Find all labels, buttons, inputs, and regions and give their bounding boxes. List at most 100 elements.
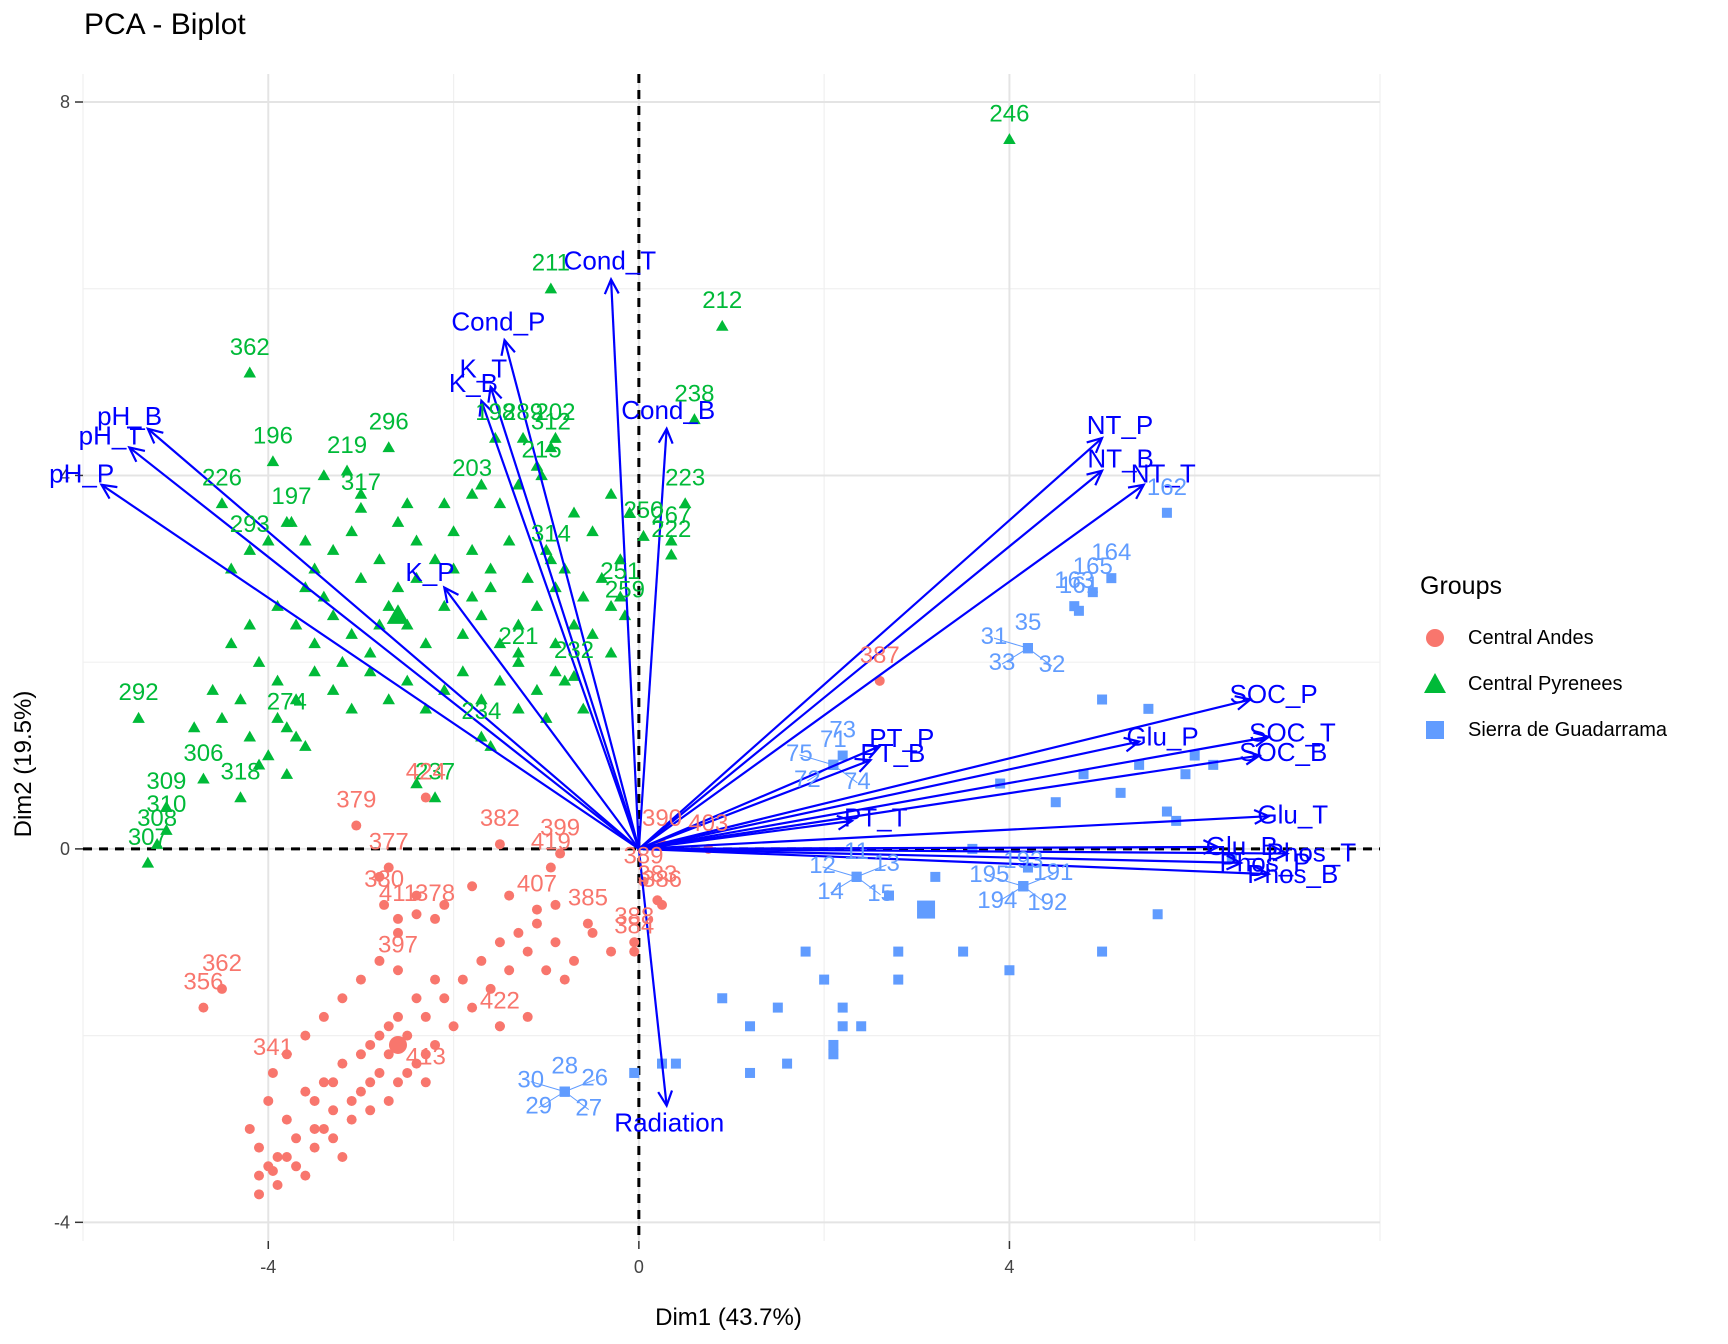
data-point xyxy=(604,646,618,658)
data-point xyxy=(893,974,904,985)
point-label: 15 xyxy=(867,880,894,907)
point-label: 31 xyxy=(981,623,1008,650)
data-point xyxy=(326,683,340,695)
loading-arrow xyxy=(147,427,640,850)
data-point xyxy=(345,702,358,714)
data-point xyxy=(252,655,266,667)
data-point xyxy=(629,946,640,957)
data-point xyxy=(504,890,515,901)
variable-label: SOC_P xyxy=(1230,679,1318,709)
data-point xyxy=(345,525,358,537)
data-point xyxy=(535,469,548,481)
data-point xyxy=(485,983,496,994)
data-point xyxy=(670,1058,681,1069)
point-label: 161 xyxy=(1059,572,1099,599)
data-point xyxy=(456,627,470,639)
point-label: 26 xyxy=(581,1065,608,1092)
data-point xyxy=(374,955,385,966)
label-connector xyxy=(989,875,1024,887)
data-point xyxy=(354,501,368,513)
arrowhead xyxy=(836,814,855,831)
point-label: 306 xyxy=(183,740,223,767)
data-point xyxy=(772,1002,783,1013)
data-point xyxy=(476,955,487,966)
data-point xyxy=(392,965,403,976)
point-label: 29 xyxy=(525,1093,552,1120)
point-label: 33 xyxy=(989,649,1016,676)
x-tick-label: 4 xyxy=(1004,1257,1014,1277)
data-point xyxy=(308,637,321,649)
data-point xyxy=(930,871,941,882)
data-point xyxy=(391,515,405,527)
data-point xyxy=(215,497,229,509)
arrowhead xyxy=(500,337,516,356)
data-point xyxy=(215,711,229,723)
data-point xyxy=(244,1123,255,1134)
label-connector xyxy=(564,1079,595,1093)
data-point xyxy=(549,665,562,677)
data-point xyxy=(467,1002,478,1013)
data-point xyxy=(262,749,275,761)
data-point xyxy=(448,1021,459,1032)
loading-arrow xyxy=(609,279,640,849)
data-point xyxy=(363,646,377,658)
data-point xyxy=(280,721,294,733)
point-label: 377 xyxy=(369,829,409,856)
point-label: 226 xyxy=(202,464,242,491)
data-point xyxy=(234,693,247,705)
point-label: 27 xyxy=(575,1095,602,1122)
variable-label: NT_T xyxy=(1131,458,1196,488)
data-point xyxy=(782,1058,793,1069)
data-point xyxy=(544,282,558,294)
point-label: 12 xyxy=(809,852,836,879)
data-point xyxy=(326,609,340,621)
data-point xyxy=(420,1049,431,1060)
data-point xyxy=(1022,862,1033,873)
data-point xyxy=(494,839,505,850)
data-point xyxy=(545,862,556,873)
data-point xyxy=(291,1133,302,1144)
point-label: 274 xyxy=(267,689,307,716)
x-axis-label: Dim1 (43.7%) xyxy=(655,1304,802,1331)
data-point xyxy=(263,1095,274,1106)
data-point xyxy=(271,711,284,723)
label-connector xyxy=(997,885,1024,903)
data-point xyxy=(513,927,524,938)
legend-item-central-andes: Central Andes xyxy=(1420,615,1667,661)
data-point xyxy=(665,534,678,546)
legend-item-sierra-de-guadarrama: Sierra de Guadarrama xyxy=(1420,707,1667,753)
data-point xyxy=(383,1095,394,1106)
data-point xyxy=(243,730,257,742)
point-label: 222 xyxy=(651,516,691,543)
data-point xyxy=(354,571,368,583)
loading-arrow xyxy=(638,815,1269,850)
loading-arrow xyxy=(128,446,640,850)
data-point xyxy=(266,455,280,467)
variable-label: NT_B xyxy=(1087,443,1153,473)
point-label: 212 xyxy=(702,287,742,314)
data-point xyxy=(243,366,257,378)
point-label: 196 xyxy=(253,422,293,449)
data-point xyxy=(1161,507,1172,518)
y-tick-label: 8 xyxy=(60,92,70,112)
point-label: 318 xyxy=(220,759,260,786)
biplot-plot-area: -4 0 4 -4 0 4 8 Cond_T Cond_P K_TK_B Cond_B K_P pH_… xyxy=(49,74,1381,1277)
data-point xyxy=(1050,797,1061,808)
data-point xyxy=(1180,769,1191,780)
data-point xyxy=(531,918,542,929)
loading-arrow xyxy=(638,698,1251,850)
arrowhead xyxy=(487,384,503,403)
variable-label: Glu_P xyxy=(1126,722,1198,752)
data-point xyxy=(828,1049,839,1060)
data-point xyxy=(272,1151,283,1162)
data-point xyxy=(569,955,580,966)
data-point xyxy=(837,750,848,761)
data-point xyxy=(567,669,581,681)
point-label: 223 xyxy=(665,464,705,491)
data-point xyxy=(475,693,488,705)
data-point xyxy=(234,791,247,803)
data-point xyxy=(337,1058,348,1069)
arrowhead xyxy=(657,1090,674,1109)
point-label: 292 xyxy=(119,679,159,706)
